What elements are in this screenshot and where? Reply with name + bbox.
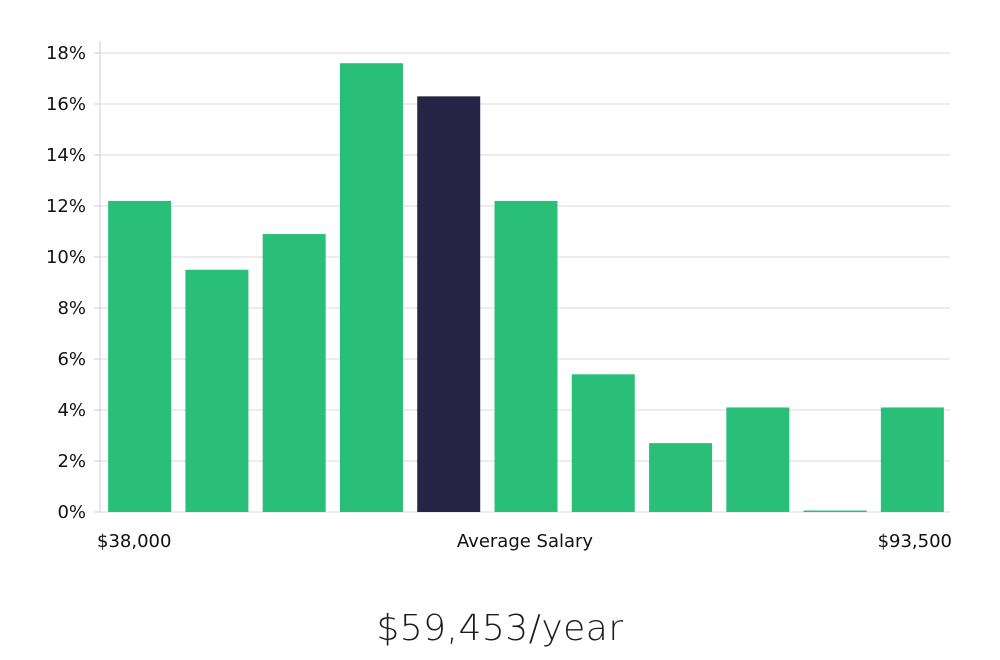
y-tick-label: 10% [46, 247, 86, 268]
salary-histogram: 0% 2% 4% 6% 8% 10% 12% 14% 16% 18% $38,000 Averag… [46, 41, 952, 552]
bar [880, 407, 944, 512]
y-tick-label: 18% [46, 43, 86, 64]
y-tick-label: 14% [46, 145, 86, 166]
bar [494, 200, 558, 512]
bar-highlighted [417, 96, 481, 512]
bar [108, 200, 172, 512]
bar [262, 234, 326, 513]
x-label-max: $93,500 [878, 531, 952, 552]
bar [803, 510, 867, 512]
y-axis-ticks: 0% 2% 4% 6% 8% 10% 12% 14% 16% 18% [46, 43, 100, 523]
y-tick-label: 8% [57, 298, 86, 319]
bar [649, 443, 713, 512]
y-tick-label: 4% [57, 400, 86, 421]
y-tick-label: 16% [46, 94, 86, 115]
x-label-min: $38,000 [97, 531, 171, 552]
average-salary-value: $59,453/year [376, 608, 624, 649]
bar [726, 407, 790, 512]
x-label-center: Average Salary [457, 531, 594, 552]
bar [185, 269, 249, 512]
bar [339, 63, 403, 512]
y-tick-label: 6% [57, 349, 86, 370]
y-tick-label: 2% [57, 451, 86, 472]
bar [571, 374, 635, 512]
bars [108, 63, 944, 513]
y-tick-label: 12% [46, 196, 86, 217]
y-tick-label: 0% [57, 502, 86, 523]
